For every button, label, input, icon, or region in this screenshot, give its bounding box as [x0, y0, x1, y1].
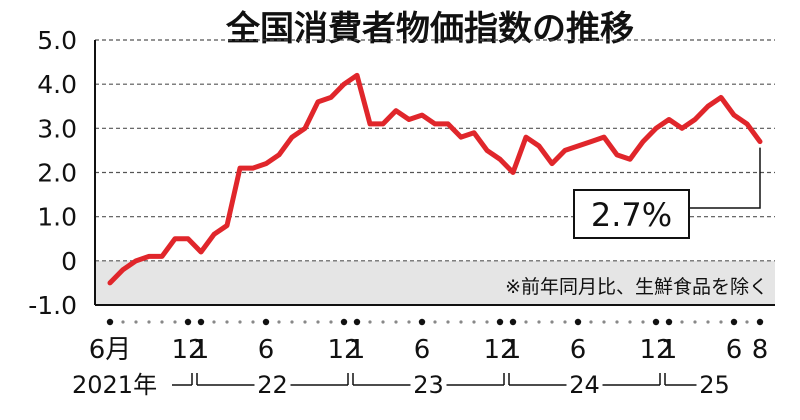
x-tick-dot [446, 320, 449, 323]
x-tick-dot [263, 319, 269, 325]
x-tick-label: 6月 [89, 335, 132, 365]
x-tick-dot [731, 319, 737, 325]
x-tick-dot [212, 320, 215, 323]
y-tick-label: -1.0 [28, 291, 77, 320]
x-tick-dot [719, 320, 722, 323]
x-tick-dot [354, 319, 360, 325]
x-tick-dot [160, 320, 163, 323]
x-tick-dot [407, 320, 410, 323]
x-tick-label: 6 [570, 335, 587, 365]
x-tick-dot [602, 320, 605, 323]
x-tick-dot [329, 320, 332, 323]
year-label: 25 [699, 371, 730, 399]
x-tick-dot [198, 319, 204, 325]
x-tick-dot [680, 320, 683, 323]
x-tick-label: 8 [752, 335, 769, 365]
x-tick-label: 6 [258, 335, 275, 365]
x-tick-dot [290, 320, 293, 323]
x-tick-dot [433, 320, 436, 323]
x-tick-dot [537, 320, 540, 323]
x-tick-dot [316, 320, 319, 323]
y-tick-label: 4.0 [37, 70, 77, 99]
x-tick-dot [303, 320, 306, 323]
x-tick-dot [107, 319, 113, 325]
x-tick-dot [459, 320, 462, 323]
x-tick-label: 1 [349, 335, 366, 365]
y-tick-label: 5.0 [37, 26, 77, 55]
x-tick-dot [394, 320, 397, 323]
x-tick-dot [381, 320, 384, 323]
x-tick-dot [121, 320, 124, 323]
callout-leader [689, 148, 760, 208]
x-tick-dot [615, 320, 618, 323]
x-tick-dot [693, 320, 696, 323]
y-tick-label: 2.0 [37, 159, 77, 188]
x-tick-label: 1 [661, 335, 678, 365]
x-tick-dot [134, 320, 137, 323]
y-tick-label: 0 [61, 247, 77, 276]
chart-note: ※前年同月比、生鮮食品を除く [505, 276, 768, 298]
x-tick-dot [563, 320, 566, 323]
year-label: 24 [569, 371, 600, 399]
x-tick-dot [277, 320, 280, 323]
x-tick-dot [757, 319, 763, 325]
x-tick-dot [524, 320, 527, 323]
x-tick-dot [497, 319, 503, 325]
x-tick-dot [589, 320, 592, 323]
x-tick-label: 1 [193, 335, 210, 365]
x-tick-dot [706, 320, 709, 323]
year-label: 23 [413, 371, 444, 399]
x-tick-label: 6 [726, 335, 743, 365]
x-tick-dot [341, 319, 347, 325]
x-tick-dot [510, 319, 516, 325]
x-tick-dot [225, 320, 228, 323]
x-tick-dot [472, 320, 475, 323]
x-tick-dot [147, 320, 150, 323]
chart-title: 全国消費者物価指数の推移 [225, 9, 634, 49]
x-tick-dot [628, 320, 631, 323]
year-label: 2021年 [72, 371, 157, 399]
x-tick-dot [419, 319, 425, 325]
x-tick-dot [666, 319, 672, 325]
series-line [110, 75, 760, 283]
x-tick-dot [550, 320, 553, 323]
y-tick-label: 3.0 [37, 114, 77, 143]
x-tick-dot [238, 320, 241, 323]
x-tick-label: 1 [505, 335, 522, 365]
x-tick-dot [251, 320, 254, 323]
year-label: 22 [257, 371, 288, 399]
x-tick-dot [173, 320, 176, 323]
x-tick-dot [485, 320, 488, 323]
x-tick-dot [653, 319, 659, 325]
x-tick-dot [368, 320, 371, 323]
callout-value-label: 2.7% [591, 196, 672, 234]
x-tick-dot [575, 319, 581, 325]
x-tick-dot [641, 320, 644, 323]
x-tick-dot [185, 319, 191, 325]
x-tick-label: 6 [414, 335, 431, 365]
x-tick-dot [745, 320, 748, 323]
y-tick-label: 1.0 [37, 203, 77, 232]
